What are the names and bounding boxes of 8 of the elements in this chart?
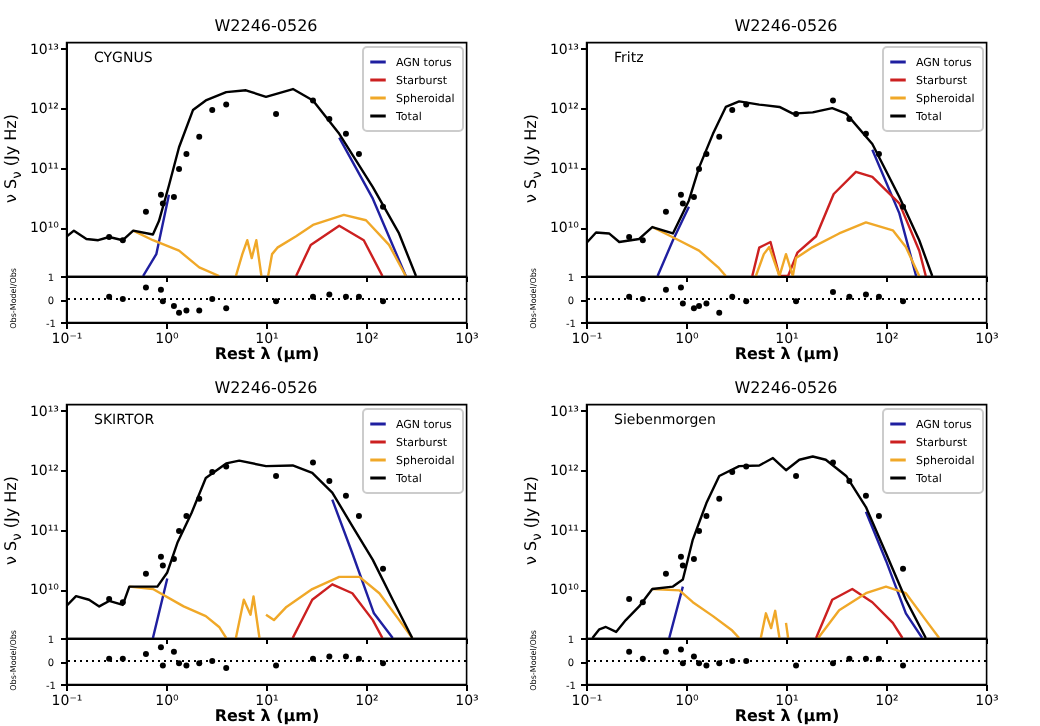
x-axis-title: Rest λ (μm) — [734, 345, 840, 363]
chart-title: W2246-0526 — [734, 16, 838, 35]
x-axis-title: Rest λ (μm) — [734, 707, 840, 725]
x-axis-title: Rest λ (μm) — [214, 345, 320, 363]
x-axis-title: Rest λ (μm) — [214, 707, 320, 725]
chart-title: W2246-0526 — [214, 16, 318, 35]
chart-title: W2246-0526 — [214, 378, 318, 397]
chart-title: W2246-0526 — [734, 378, 838, 397]
